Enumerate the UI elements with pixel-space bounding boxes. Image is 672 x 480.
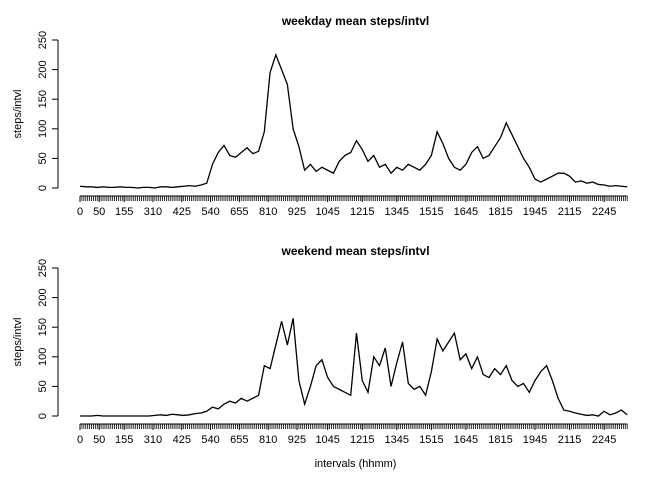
chart-title: weekend mean steps/intvl [280,244,429,258]
data-line [80,318,628,417]
y-tick-label: 0 [37,185,49,191]
x-tick-label: 925 [288,206,306,218]
x-tick-label: 1945 [523,434,547,446]
x-tick-label: 2115 [558,206,582,218]
x-tick-label: 1645 [454,434,478,446]
x-tick-label: 1815 [488,206,512,218]
y-axis-label: steps/intvl [12,90,24,139]
y-tick-label: 250 [37,31,49,49]
x-tick-label: 1045 [315,206,339,218]
y-tick-label: 150 [37,318,49,336]
x-tick-label: 0 [77,434,83,446]
x-tick-label: 425 [173,206,191,218]
x-tick-label: 540 [201,434,219,446]
data-line [79,52,628,189]
x-tick-label: 310 [144,206,162,218]
x-tick-label: 50 [93,206,105,218]
y-tick-label: 150 [37,90,49,108]
y-tick-label: 100 [37,120,49,138]
x-tick-label: 1645 [454,206,478,218]
x-tick-label: 0 [77,206,83,218]
x-tick-label: 1045 [315,434,339,446]
x-tick-label: 810 [259,206,277,218]
y-axis-label: steps/intvl [12,318,24,367]
y-tick-label: 200 [37,60,49,78]
x-tick-label: 2245 [592,434,616,446]
x-tick-label: 310 [144,434,162,446]
x-tick-label: 155 [115,434,133,446]
x-tick-label: 540 [201,206,219,218]
x-tick-label: 1345 [385,206,409,218]
x-tick-label: 425 [173,434,191,446]
x-tick-label: 655 [230,434,248,446]
x-tick-label: 810 [259,434,277,446]
y-tick-label: 200 [37,288,49,306]
x-tick-label: 155 [115,206,133,218]
x-tick-label: 2245 [592,206,616,218]
x-tick-label: 1515 [419,434,443,446]
x-tick-label: 655 [230,206,248,218]
y-tick-label: 250 [37,259,49,277]
x-tick-label: 2115 [558,434,582,446]
y-tick-label: 100 [37,348,49,366]
x-axis-label: intervals (hhmm) [315,458,397,470]
x-tick-label: 1215 [350,434,374,446]
x-tick-label: 1945 [523,206,547,218]
chart-title: weekday mean steps/intvl [281,14,429,28]
x-tick-label: 50 [93,434,105,446]
x-tick-label: 925 [288,434,306,446]
y-tick-label: 50 [37,380,49,392]
y-tick-label: 50 [37,152,49,164]
x-tick-label: 1345 [385,434,409,446]
y-tick-label: 0 [37,413,49,419]
x-tick-label: 1815 [488,434,512,446]
x-tick-label: 1215 [350,206,374,218]
x-tick-label: 1515 [419,206,443,218]
